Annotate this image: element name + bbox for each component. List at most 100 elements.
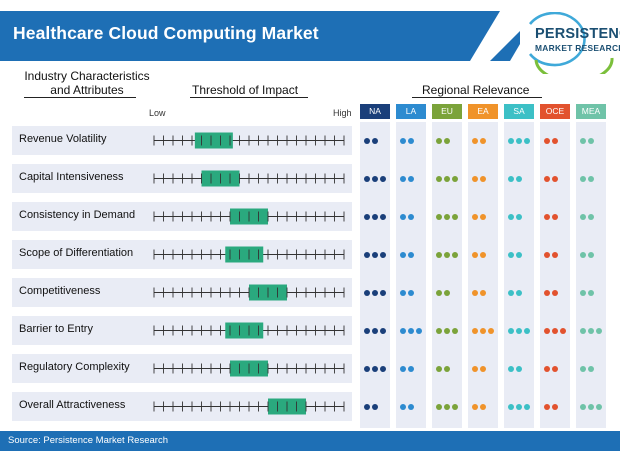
relevance-dot [596, 328, 602, 334]
row-label: Scope of Differentiation [19, 247, 134, 259]
relevance-dot [472, 252, 478, 258]
relevance-dot [480, 366, 486, 372]
relevance-dot [444, 328, 450, 334]
relevance-dot [408, 328, 414, 334]
relevance-dot [364, 138, 370, 144]
relevance-dots-na [364, 213, 386, 221]
source-footer: Source: Persistence Market Research [0, 431, 620, 451]
relevance-dot [372, 176, 378, 182]
relevance-dot [580, 328, 586, 334]
relevance-dot [480, 290, 486, 296]
relevance-dot [372, 138, 378, 144]
relevance-dot [516, 404, 522, 410]
relevance-dot [544, 328, 550, 334]
logo-subtitle: MARKET RESEARCH [535, 43, 620, 53]
relevance-dot [544, 404, 550, 410]
region-column-ea [468, 122, 498, 428]
relevance-dot [560, 328, 566, 334]
impact-ruler [153, 170, 345, 187]
relevance-dot [516, 366, 522, 372]
relevance-dots-eu [436, 327, 458, 335]
relevance-dot [552, 252, 558, 258]
page-title: Healthcare Cloud Computing Market [13, 23, 319, 43]
region-header-la: LA [396, 104, 426, 119]
row-label: Consistency in Demand [19, 209, 136, 221]
relevance-dot [516, 290, 522, 296]
relevance-dot [472, 290, 478, 296]
row-label: Barrier to Entry [19, 323, 93, 335]
relevance-dots-sa [508, 213, 522, 221]
relevance-dot [480, 176, 486, 182]
relevance-dots-ea [472, 403, 486, 411]
relevance-dots-na [364, 403, 378, 411]
relevance-dot [544, 252, 550, 258]
relevance-dot [364, 404, 370, 410]
relevance-dot [380, 366, 386, 372]
relevance-dots-sa [508, 251, 522, 259]
relevance-dot [436, 404, 442, 410]
brand-logo: PERSISTENCE MARKET RESEARCH [516, 12, 620, 74]
relevance-dots-la [400, 251, 414, 259]
region-header-eu: EU [432, 104, 462, 119]
relevance-dots-oce [544, 213, 558, 221]
relevance-dot [580, 252, 586, 258]
relevance-dots-mea [580, 213, 594, 221]
relevance-dot [580, 366, 586, 372]
relevance-dot [436, 290, 442, 296]
relevance-dot [416, 328, 422, 334]
header-regional: Regional Relevance [422, 83, 530, 97]
source-text: Source: Persistence Market Research [8, 435, 168, 446]
relevance-dot [516, 176, 522, 182]
region-column-sa [504, 122, 534, 428]
relevance-dot [408, 252, 414, 258]
relevance-dot [400, 328, 406, 334]
relevance-dot [508, 328, 514, 334]
relevance-dots-oce [544, 289, 558, 297]
relevance-dot [588, 176, 594, 182]
scale-high-label: High [333, 108, 352, 118]
relevance-dot [524, 328, 530, 334]
impact-ruler [153, 322, 345, 339]
relevance-dot [372, 328, 378, 334]
relevance-dot [364, 214, 370, 220]
relevance-dot [552, 214, 558, 220]
relevance-dot [472, 366, 478, 372]
relevance-dot [380, 176, 386, 182]
relevance-dots-la [400, 213, 414, 221]
impact-ruler [153, 132, 345, 149]
header-threshold-underline [190, 97, 308, 98]
relevance-dot [588, 214, 594, 220]
region-header-mea: MEA [576, 104, 606, 119]
relevance-dot [516, 214, 522, 220]
relevance-dot [580, 214, 586, 220]
relevance-dots-ea [472, 251, 486, 259]
relevance-dots-la [400, 365, 414, 373]
relevance-dots-ea [472, 365, 486, 373]
relevance-dot [596, 404, 602, 410]
relevance-dots-oce [544, 251, 558, 259]
relevance-dots-na [364, 175, 386, 183]
relevance-dots-sa [508, 327, 530, 335]
relevance-dots-sa [508, 403, 530, 411]
relevance-dot [552, 176, 558, 182]
relevance-dot [588, 252, 594, 258]
relevance-dot [552, 404, 558, 410]
relevance-dot [372, 366, 378, 372]
relevance-dot [544, 366, 550, 372]
relevance-dot [588, 366, 594, 372]
relevance-dot [480, 404, 486, 410]
region-header-sa: SA [504, 104, 534, 119]
header-industry: Industry Characteristics and Attributes [24, 69, 150, 97]
relevance-dots-ea [472, 213, 486, 221]
relevance-dots-sa [508, 137, 530, 145]
relevance-dot [472, 176, 478, 182]
relevance-dot [444, 176, 450, 182]
relevance-dots-la [400, 403, 414, 411]
relevance-dot [524, 138, 530, 144]
relevance-dot [444, 404, 450, 410]
relevance-dot [472, 404, 478, 410]
relevance-dot [444, 138, 450, 144]
relevance-dot [452, 328, 458, 334]
relevance-dot [452, 176, 458, 182]
title-banner: Healthcare Cloud Computing Market [0, 11, 520, 61]
